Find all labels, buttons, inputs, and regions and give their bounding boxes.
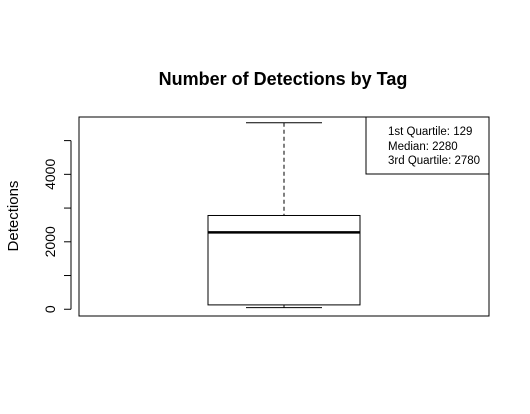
legend: 1st Quartile: 129 Median: 2280 3rd Quart… xyxy=(365,116,490,175)
chart-title: Number of Detections by Tag xyxy=(159,69,408,89)
legend-item-median: Median: 2280 xyxy=(388,141,458,153)
plot-frame xyxy=(78,116,490,317)
legend-box xyxy=(365,116,490,175)
legend-item-q1: 1st Quartile: 129 xyxy=(388,126,472,138)
y-axis: 0 2000 4000 xyxy=(42,140,72,313)
box-group xyxy=(207,122,361,309)
y-tick-label: 4000 xyxy=(42,159,58,190)
y-tick-label: 2000 xyxy=(42,226,58,257)
legend-item-q3: 3rd Quartile: 2780 xyxy=(388,155,480,167)
y-axis-label: Detections xyxy=(5,181,22,252)
y-tick-label: 0 xyxy=(42,305,58,313)
box-iqr xyxy=(207,214,361,306)
